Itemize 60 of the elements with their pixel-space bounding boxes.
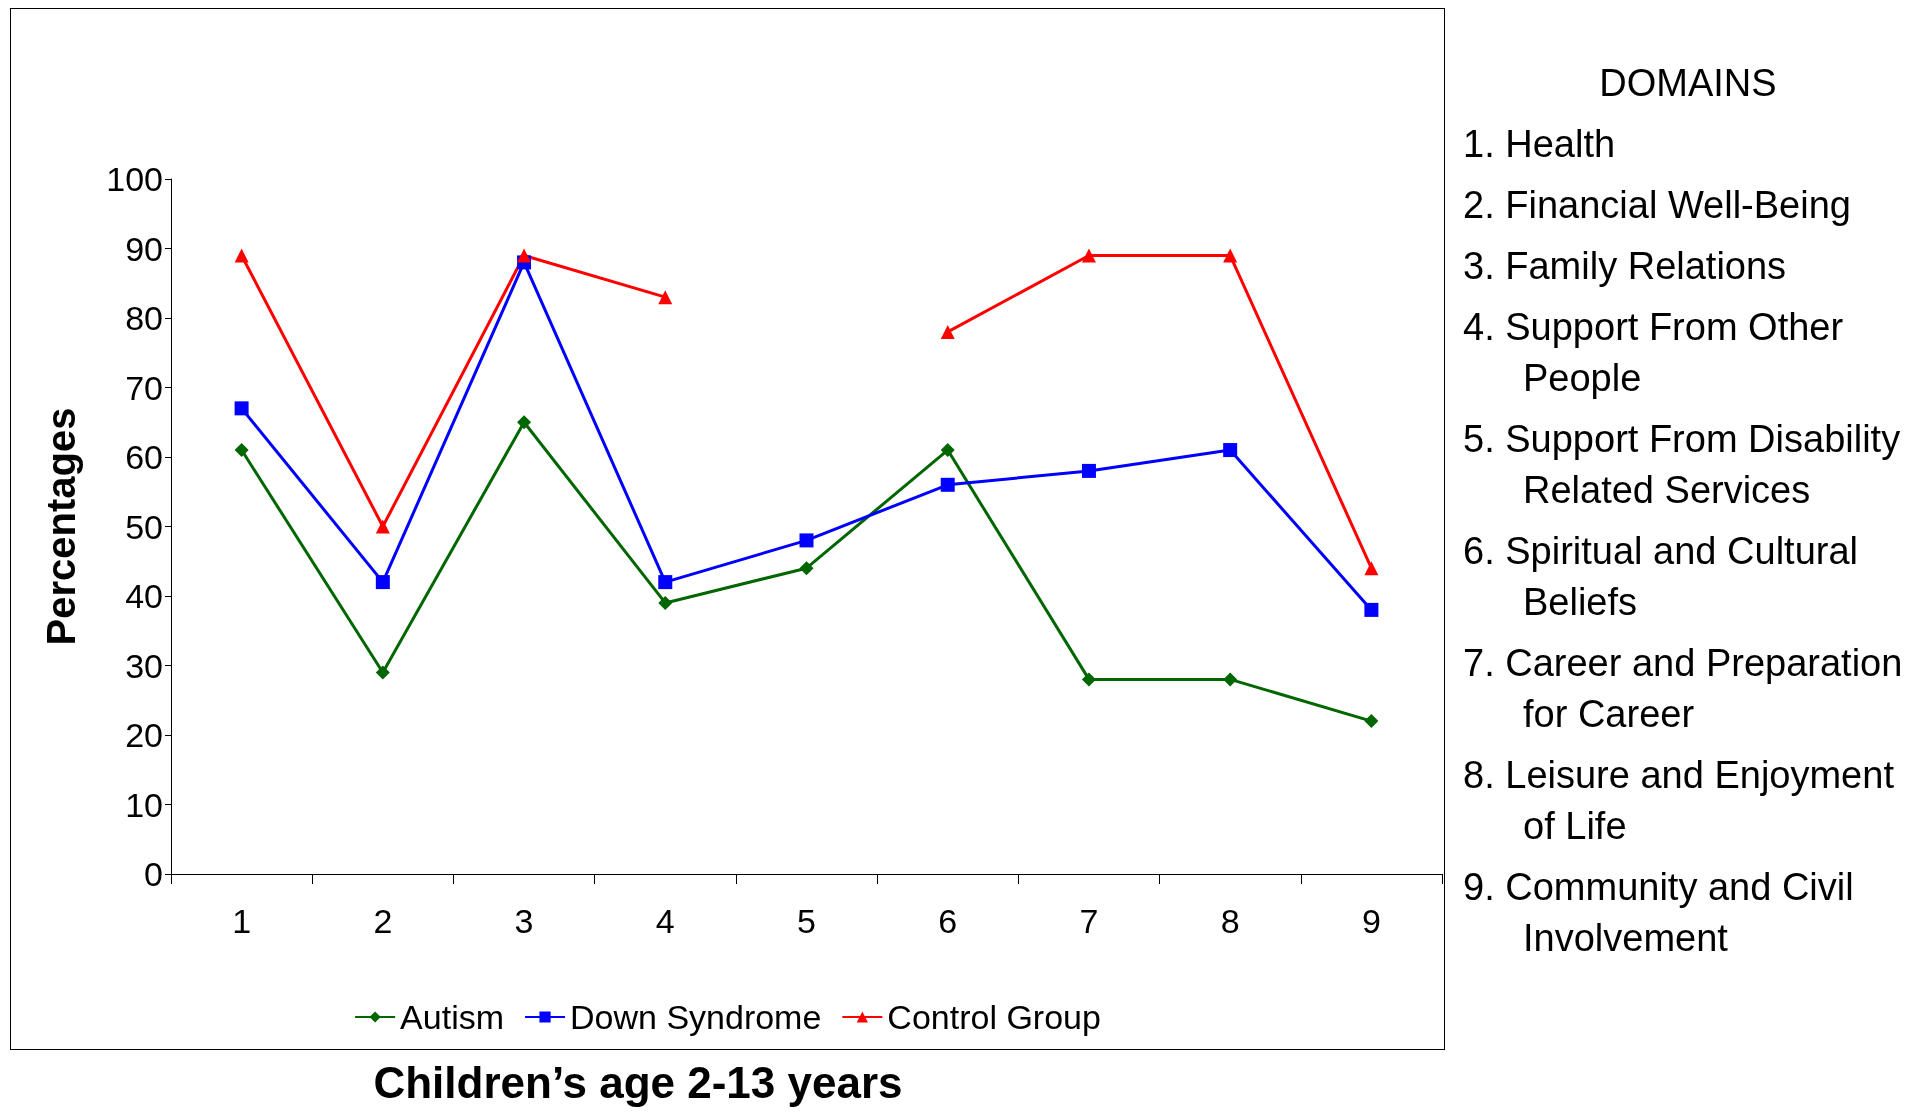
text: 9. Community and Civil Involvement (1463, 865, 1855, 961)
text: 8. Leisure and Enjoyment of Life (1463, 753, 1895, 849)
x-tick-label: 2 (373, 902, 393, 940)
text: 7. Career and Preparation for Career (1463, 641, 1904, 737)
point (799, 533, 814, 548)
point (1223, 672, 1238, 687)
x-tick-label: 3 (514, 902, 534, 940)
point (234, 248, 249, 263)
y-tick-label: 0 (144, 855, 163, 893)
y-tick-label: 70 (125, 368, 163, 407)
point (1081, 672, 1096, 687)
legend-label: Down Syndrome (570, 998, 822, 1036)
point (658, 595, 673, 610)
y-tick-label: 90 (125, 229, 163, 268)
point (517, 248, 532, 263)
y-tick-label: 20 (125, 716, 163, 754)
text: 5. Support From Disability Related Services (1463, 417, 1902, 513)
point (375, 665, 390, 680)
y-tick-label: 30 (125, 646, 163, 685)
point (375, 575, 390, 590)
point (234, 401, 249, 416)
point (799, 561, 814, 576)
text: 6. Spiritual and Cultural Beliefs (1463, 529, 1859, 625)
y-tick-label: 60 (125, 438, 163, 476)
point (234, 443, 249, 458)
x-tick-label: 7 (1079, 902, 1099, 940)
x-tick-label: 8 (1220, 902, 1240, 940)
y-tick-label: 40 (125, 577, 163, 615)
legend-label: Autism (400, 998, 505, 1036)
point (940, 324, 955, 339)
y-axis-title: Percentages (39, 407, 83, 646)
point (1081, 463, 1096, 478)
text: 3. Family Relations (1463, 244, 1788, 289)
x-tick-label: 9 (1361, 902, 1381, 940)
x-tick-label: 5 (797, 902, 816, 940)
legend-label: Control Group (887, 998, 1101, 1036)
point (658, 290, 673, 305)
y-tick-label: 10 (125, 785, 163, 824)
y-tick-label: 80 (125, 299, 163, 337)
point (1364, 602, 1379, 617)
point (1223, 248, 1238, 263)
point (658, 575, 673, 590)
x-axis-title: Children’s age 2-13 years (372, 1058, 904, 1108)
text: DOMAINS (1598, 61, 1778, 106)
point (1364, 714, 1379, 729)
point (940, 477, 955, 492)
point (375, 519, 390, 534)
point (1081, 248, 1096, 263)
point (940, 443, 955, 458)
text: 1. Health (1463, 122, 1617, 167)
point (1223, 443, 1238, 458)
text: 2. Financial Well-Being (1463, 183, 1852, 228)
point (1364, 561, 1379, 576)
point (517, 415, 532, 430)
x-tick-label: 6 (938, 902, 958, 940)
x-tick-label: 1 (232, 902, 252, 940)
x-tick-label: 4 (655, 902, 675, 940)
y-tick-label: 100 (106, 160, 163, 198)
y-tick-label: 50 (125, 507, 163, 546)
text: 4. Support From Other People (1463, 305, 1845, 401)
